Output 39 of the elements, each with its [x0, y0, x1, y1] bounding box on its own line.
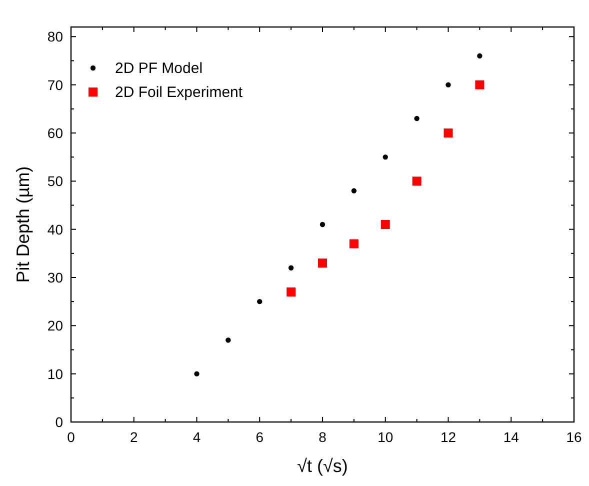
point: [444, 128, 453, 138]
point: [382, 154, 388, 160]
legend-label: 2D PF Model: [115, 60, 203, 77]
point: [318, 258, 327, 268]
point: [286, 287, 296, 296]
point: [414, 116, 420, 122]
point: [194, 371, 200, 376]
x-tick-label: 8: [318, 429, 327, 445]
x-tick-label: 12: [440, 429, 456, 445]
x-axis-title: √t (√s): [297, 456, 348, 476]
x-tick-label: 10: [378, 429, 394, 445]
y-tick-label: 70: [47, 76, 64, 93]
y-tick-label: 80: [47, 28, 64, 45]
y-tick-label: 20: [47, 318, 64, 334]
y-tick-label: 60: [47, 124, 64, 141]
point: [257, 298, 262, 304]
point: [475, 80, 484, 90]
y-tick-label: 40: [47, 221, 64, 238]
point: [380, 220, 390, 229]
x-tick-label: 2: [130, 429, 138, 445]
point: [349, 239, 358, 248]
point: [477, 53, 482, 58]
x-tick-label: 0: [67, 429, 76, 445]
y-tick-label: 50: [47, 173, 64, 190]
y-tick-label: 30: [47, 269, 64, 286]
point: [288, 265, 294, 270]
x-tick-label: 4: [192, 429, 201, 445]
point: [226, 338, 231, 343]
y-tick-label: 0: [55, 414, 64, 430]
point: [320, 222, 326, 228]
x-tick-label: 6: [256, 429, 264, 445]
point: [446, 82, 451, 88]
y-tick-label: 10: [47, 366, 64, 382]
x-tick-label: 16: [566, 429, 582, 445]
x-tick-label: 14: [503, 429, 520, 445]
point: [412, 176, 422, 186]
legend-label: 2D Foil Experiment: [115, 84, 244, 101]
point: [351, 188, 357, 194]
y-axis-title: Pit Depth (µm): [13, 166, 33, 283]
